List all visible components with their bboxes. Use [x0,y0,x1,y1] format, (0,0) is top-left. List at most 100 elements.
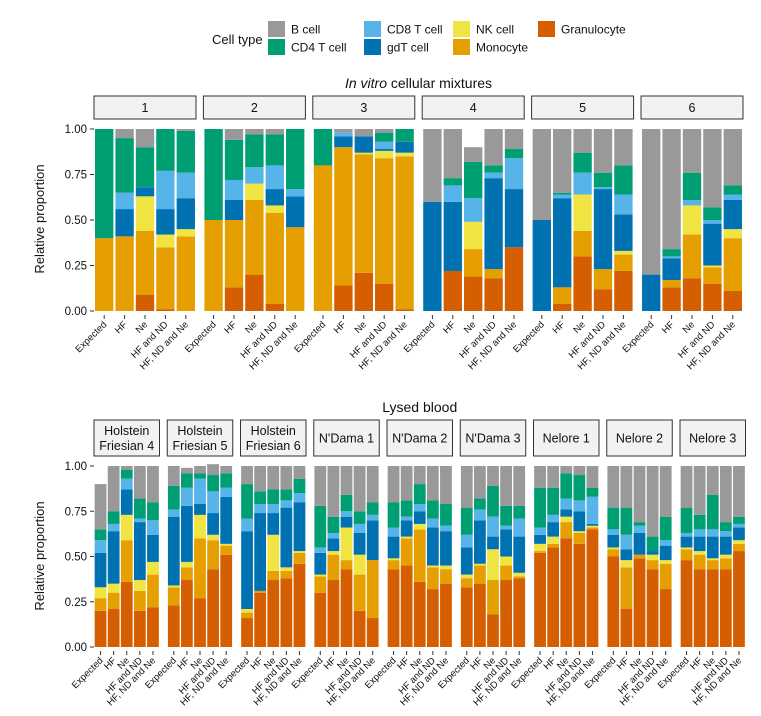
bar-segment-nk-cell [646,554,659,561]
bar-segment-cd8-t-cell [513,518,526,537]
bar-segment-granulocyte [703,283,722,311]
bar-segment-cd8-t-cell [440,525,452,532]
facet-strip-label: Nelore 1 [543,432,590,446]
bar-segment-cd4-t-cell [607,507,620,530]
bar-segment-cd4-t-cell [719,522,732,532]
bar-segment-gdt-cell [286,196,305,228]
bar-segment-cd4-t-cell [733,516,745,524]
bar-segment-cd8-t-cell [614,194,633,215]
bar-segment-granulocyte [224,287,244,311]
bar-hf-and-nd [593,129,613,311]
x-tick-label: Expected [70,655,106,691]
bar-segment-b-cell [241,466,253,485]
y-tick-label: 0.50 [65,215,87,227]
x-tick-label: HF [441,319,458,336]
facet-strip-label: Holstein Friesian 4 [99,424,154,453]
bar-ne [194,466,206,647]
bar-segment-cd8-t-cell [500,525,512,530]
bar-segment-nk-cell [354,152,373,155]
bar-segment-cd4-t-cell [682,172,702,200]
bar-segment-nk-cell [706,558,719,561]
bar-segment-gdt-cell [614,214,633,251]
bar-hf-and-nd [156,129,175,311]
bar-hf-and-nd [207,464,219,647]
bar-segment-monocyte [375,158,394,284]
bar-segment-cd8-t-cell [662,256,681,259]
bar-segment-nk-cell [620,560,633,568]
bar-segment-granulocyte [395,309,414,311]
bar-segment-cd8-t-cell [593,187,613,190]
bar-segment-b-cell [532,129,551,220]
bar-segment-b-cell [662,129,681,250]
facet-strip [93,95,197,120]
bar-segment-gdt-cell [156,209,175,235]
bar-expected [241,466,253,647]
bar-hf-nd-and-ne [733,466,745,647]
bar-segment-cd4-t-cell [547,487,560,515]
bar-segment-b-cell [573,129,592,153]
bar-segment-cd8-t-cell [327,532,340,539]
bar-segment-cd8-t-cell [176,172,195,199]
bar-segment-b-cell [573,466,586,476]
bar-segment-monocyte [464,249,483,277]
bar-segment-cd8-t-cell [487,516,499,537]
bar-segment-gdt-cell [484,178,503,270]
bar-segment-b-cell [280,466,293,490]
bar-segment-gdt-cell [586,523,599,526]
bar-segment-granulocyte [500,580,512,647]
bar-segment-gdt-cell [314,552,327,575]
bar-segment-gdt-cell [642,274,661,311]
bar-ne [135,129,155,311]
bar-segment-b-cell [135,129,155,148]
bar-segment-b-cell [207,464,219,476]
facet-strip-label: N'Dama 1 [319,432,374,446]
bar-hf-nd-and-ne [614,129,633,311]
bar-segment-monocyte [682,234,702,279]
bar-segment-gdt-cell [633,532,646,555]
facet-strip [531,95,635,120]
bar-segment-b-cell [267,466,280,490]
bar-segment-cd4-t-cell [241,484,253,519]
bar-segment-b-cell [443,129,462,179]
y-axis-label: Relative proportion [32,501,47,610]
bar-segment-b-cell [413,466,426,485]
legend-swatch-nk-cell [453,21,470,37]
bar-segment-cd4-t-cell [474,498,486,510]
bar-segment-monocyte [460,578,473,588]
bar-segment-cd4-t-cell [560,473,573,499]
bar-segment-b-cell [504,129,524,150]
bar-segment-cd8-t-cell [719,531,732,537]
bar-segment-cd8-t-cell [115,192,134,210]
legend-title: Cell type [212,32,263,47]
bar-segment-cd4-t-cell [460,507,473,535]
panel-lysed-blood: Lysed blood Relative proportion 0.00 0.25 0.… [32,399,746,708]
bar-segment-nk-cell [176,229,195,237]
bar-segment-gdt-cell [120,489,133,515]
bar-segment-b-cell [719,466,732,523]
bar-segment-gdt-cell [107,531,120,584]
bar-segment-monocyte [254,590,267,593]
bar-segment-nk-cell [659,560,672,564]
bar-segment-monocyte [633,554,646,559]
bar-segment-b-cell [487,466,499,486]
bar-segment-gdt-cell [426,527,439,566]
legend-label-monocyte: Monocyte [476,41,528,55]
bar-ne [464,147,483,311]
bar-hf-nd-and-ne [504,129,524,311]
facet-strip [459,419,527,457]
bar-segment-b-cell [327,466,340,517]
bar-segment-granulocyte [353,610,366,647]
bar-segment-nk-cell [474,563,486,566]
bar-segment-b-cell [464,147,483,162]
facet-strip [606,419,673,457]
bar-hf-and-nd [719,466,732,647]
bar-segment-cd4-t-cell [265,134,284,166]
bar-segment-granulocyte [387,569,400,647]
y-tick-label: 1.00 [65,461,87,473]
facet-strip [679,419,746,457]
bar-segment-monocyte [547,543,560,548]
bar-hf [400,466,413,647]
bar-segment-granulocyte [573,543,586,647]
